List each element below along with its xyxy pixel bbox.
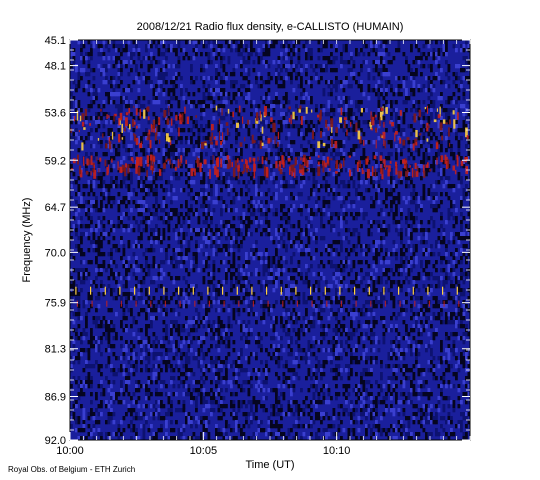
y-axis-label: Frequency (MHz): [21, 198, 33, 283]
chart-title: 2008/12/21 Radio flux density, e-CALLIST…: [137, 21, 404, 33]
y-tick-label: 86.9: [45, 392, 66, 404]
x-tick-label: 10:05: [190, 445, 218, 457]
y-tick-label: 45.1: [45, 35, 66, 47]
emission-band-0: [70, 105, 469, 151]
x-tick-label: 10:10: [323, 445, 351, 457]
emission-band-1: [71, 154, 468, 180]
y-tick-label: 64.7: [45, 202, 66, 214]
y-tick-label: 81.3: [45, 344, 66, 356]
y-tick-label: 92.0: [45, 435, 66, 447]
y-tick-label: 75.9: [45, 298, 66, 310]
x-axis-label: Time (UT): [245, 459, 294, 471]
axes: 45.1 48.1 53.6 59.2 64.7 70.0 75.9 81.3 86.9 92.0…: [45, 35, 471, 457]
y-tick-label: 70.0: [45, 247, 66, 259]
y-tick-label: 48.1: [45, 61, 66, 73]
periodic-spikes: [75, 286, 460, 307]
y-tick-label: 53.6: [45, 107, 66, 119]
footer-credit: Royal Obs. of Belgium - ETH Zurich: [8, 465, 136, 474]
spectrogram-noise: [70, 40, 471, 441]
plot-area: [70, 40, 471, 441]
y-tick-label: 59.2: [45, 155, 66, 167]
x-tick-label: 10:00: [56, 445, 84, 457]
